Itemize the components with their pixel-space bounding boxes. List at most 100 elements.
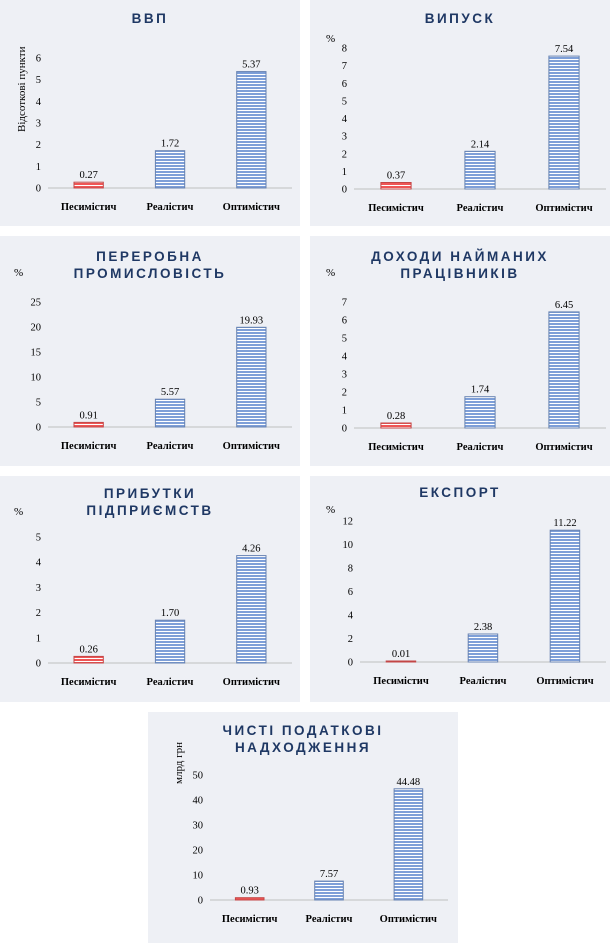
data-label: 0.91: [79, 410, 97, 421]
chart-title: ПЕРЕРОБНА ПРОМИСЛОВІСТЬ: [0, 248, 300, 282]
x-category-label: Песимістич: [368, 442, 424, 453]
x-category-label: Реалістич: [306, 914, 353, 925]
bar-chart: 0 1 2 3 4 5 0.26 Песимістич 1.70 Реалістич 4.26 Опт…: [36, 533, 292, 688]
chart-title-line: ДОХОДИ НАЙМАНИХ: [371, 249, 549, 264]
x-category-label: Оптимістич: [536, 676, 593, 687]
bar-chart: 0 10 20 30 40 50 0.93 Песимістич 7.57 Реалістич 44…: [193, 771, 448, 925]
bar: [236, 555, 267, 664]
data-label: 7.57: [320, 869, 338, 880]
chart-title-line: ПРОМИСЛОВІСТЬ: [73, 266, 227, 281]
chart-panel-gdp: ВВП Відсоткові пункти 0 1 2 3 4 5 6 0.27 Песиміс…: [0, 0, 300, 226]
bar: [73, 421, 104, 428]
y-axis-label: %: [326, 504, 336, 516]
y-axis-label: %: [326, 267, 336, 279]
data-label: 0.28: [387, 411, 405, 422]
chart-title-line: ПРАЦІВНИКІВ: [400, 266, 520, 281]
y-tick-label: 25: [31, 298, 42, 309]
bar: [314, 880, 344, 901]
data-label: 4.26: [242, 544, 260, 555]
y-tick-label: 6: [342, 316, 347, 327]
y-tick-label: 1: [342, 167, 347, 178]
bar: [393, 788, 424, 901]
y-tick-label: 2: [36, 608, 41, 619]
bar: [464, 150, 496, 190]
x-category-label: Песимістич: [222, 914, 278, 925]
chart-title: ВВП: [0, 10, 300, 27]
chart-title-line: ПІДПРИЄМСТВ: [86, 503, 214, 518]
chart-title-line: ПЕРЕРОБНА: [96, 249, 204, 264]
bar: [236, 71, 267, 189]
x-category-label: Песимістич: [61, 677, 117, 688]
data-label: 0.37: [387, 171, 405, 182]
bar: [385, 660, 417, 663]
bar-chart: 0 1 2 3 4 5 6 0.27 Песимістич 1.72 Реалістич 5.37 Оп…: [36, 54, 292, 213]
y-tick-label: 6: [36, 54, 41, 65]
chart-panel-exports: ЕКСПОРТ % 0 2 4 6 8 10 12 0.01 Песимістич 2.38 Реа…: [310, 476, 610, 702]
y-tick-label: 3: [36, 119, 41, 130]
x-category-label: Песимістич: [373, 676, 429, 687]
y-tick-label: 20: [31, 323, 42, 334]
y-tick-label: 4: [342, 352, 348, 363]
data-label: 1.72: [161, 139, 179, 150]
x-category-label: Оптимістич: [223, 441, 280, 452]
chart-title-line: ЧИСТІ ПОДАТКОВІ: [222, 723, 384, 738]
y-tick-label: 6: [348, 587, 353, 598]
y-tick-label: 2: [36, 140, 41, 151]
y-tick-label: 7: [342, 298, 347, 309]
y-tick-label: 0: [36, 659, 41, 670]
data-label: 0.93: [240, 886, 258, 897]
bar-chart: 0 1 2 3 4 5 6 7 0.28 Песимістич 1.74 Реалістич 6.45 О…: [342, 298, 606, 453]
bar: [549, 529, 581, 663]
data-label: 0.26: [79, 644, 97, 655]
x-category-label: Песимістич: [368, 203, 424, 214]
x-category-label: Оптимістич: [223, 202, 280, 213]
y-tick-label: 0: [36, 423, 41, 434]
y-tick-label: 3: [342, 370, 347, 381]
y-tick-label: 0: [36, 184, 41, 195]
bar: [467, 633, 499, 663]
y-tick-label: 3: [342, 132, 347, 143]
bar: [548, 311, 580, 429]
chart-title-line: ВИПУСК: [424, 11, 496, 26]
bar: [380, 182, 412, 190]
bar: [154, 150, 186, 189]
chart-panel-tax-revenue: ЧИСТІ ПОДАТКОВІ НАДХОДЖЕННЯ млрд грн 0 10…: [148, 712, 458, 943]
chart-title: ПРИБУТКИ ПІДПРИЄМСТВ: [0, 485, 300, 519]
y-tick-label: 2: [348, 634, 353, 645]
x-category-label: Реалістич: [147, 677, 194, 688]
y-tick-label: 5: [342, 334, 347, 345]
chart-panel-output: ВИПУСК % 0 1 2 3 4 5 6 7 8 0.37 Песимістич 2.14 Реал…: [310, 0, 610, 226]
chart-title-line: ЕКСПОРТ: [419, 485, 501, 500]
y-tick-label: 10: [31, 373, 42, 384]
data-label: 1.70: [161, 608, 179, 619]
y-tick-label: 12: [343, 517, 354, 528]
chart-title-line: НАДХОДЖЕННЯ: [234, 740, 372, 755]
bar: [548, 55, 580, 190]
bar: [236, 326, 267, 428]
bar-chart: 0 2 4 6 8 10 12 0.01 Песимістич 2.38 Реалістич 11.2…: [343, 517, 606, 687]
y-tick-label: 6: [342, 79, 347, 90]
bar: [73, 181, 104, 189]
bar: [73, 655, 104, 664]
bar-chart: 0 5 10 15 20 25 0.91 Песимістич 5.57 Реалістич 19.…: [31, 298, 292, 452]
y-tick-label: 2: [342, 149, 347, 160]
x-category-label: Реалістич: [460, 676, 507, 687]
y-tick-label: 5: [36, 75, 41, 86]
bar: [154, 398, 186, 428]
data-label: 19.93: [240, 315, 264, 326]
y-tick-label: 4: [342, 114, 348, 125]
y-tick-label: 4: [348, 611, 354, 622]
x-category-label: Песимістич: [61, 441, 117, 452]
y-tick-label: 8: [348, 564, 353, 575]
y-tick-label: 1: [342, 406, 347, 417]
y-tick-label: 50: [193, 771, 204, 782]
chart-panel-manufacturing: ПЕРЕРОБНА ПРОМИСЛОВІСТЬ % 0 5 10 15 20 25 0.91…: [0, 236, 300, 466]
chart-panel-wages: ДОХОДИ НАЙМАНИХ ПРАЦІВНИКІВ % 0 1 2 3 4 5 6 7 0.…: [310, 236, 610, 466]
y-tick-label: 5: [342, 96, 347, 107]
y-tick-label: 2: [342, 388, 347, 399]
y-tick-label: 40: [193, 796, 204, 807]
y-tick-label: 1: [36, 162, 41, 173]
chart-title: ЧИСТІ ПОДАТКОВІ НАДХОДЖЕННЯ: [148, 722, 458, 756]
bar: [464, 396, 496, 429]
y-tick-label: 15: [31, 348, 42, 359]
